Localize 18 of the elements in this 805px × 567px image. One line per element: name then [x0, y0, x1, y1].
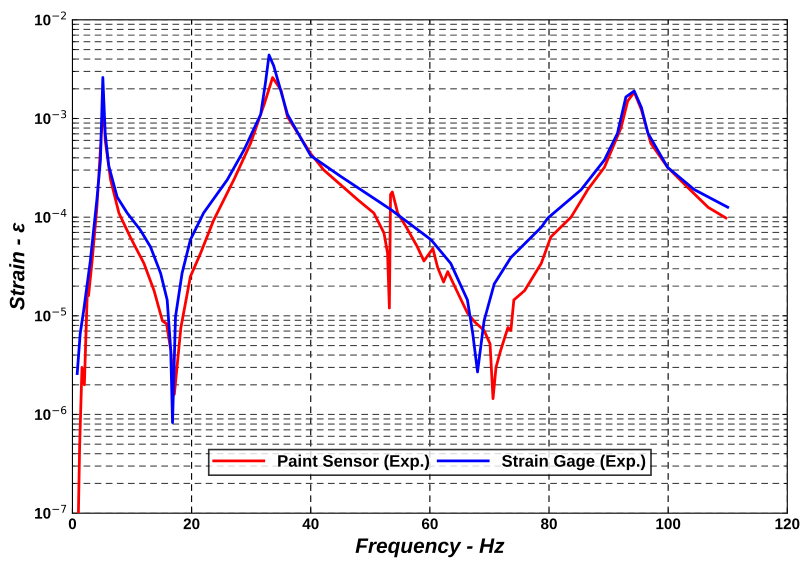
- y-tick-label: 10$^{−2}$: [35, 11, 66, 26]
- y-tick-label: 10$^{−7}$: [35, 504, 66, 519]
- y-tick-label: 10$^{−5}$: [35, 308, 66, 322]
- x-tick-label: 0: [68, 518, 76, 530]
- legend-label: Strain Gage (Exp.): [502, 454, 646, 470]
- y-tick-label: 10$^{−6}$: [35, 406, 66, 420]
- x-tick-label: 120: [776, 518, 800, 530]
- x-tick-label: 100: [656, 518, 680, 530]
- x-tick-label: 80: [541, 518, 557, 530]
- legend-label: Paint Sensor (Exp.): [278, 454, 430, 470]
- y-tick-label: 10$^{−4}$: [35, 208, 66, 223]
- line-series: [76, 54, 730, 424]
- x-tick-label: 60: [422, 518, 438, 530]
- x-tick-label: 40: [302, 518, 319, 530]
- x-tick-label: 20: [184, 518, 200, 530]
- x-axis-title: Frequency - Hz: [356, 538, 504, 558]
- y-axis-title: Strain - ε: [9, 222, 24, 310]
- y-tick-label: 10$^{−3}$: [35, 110, 66, 124]
